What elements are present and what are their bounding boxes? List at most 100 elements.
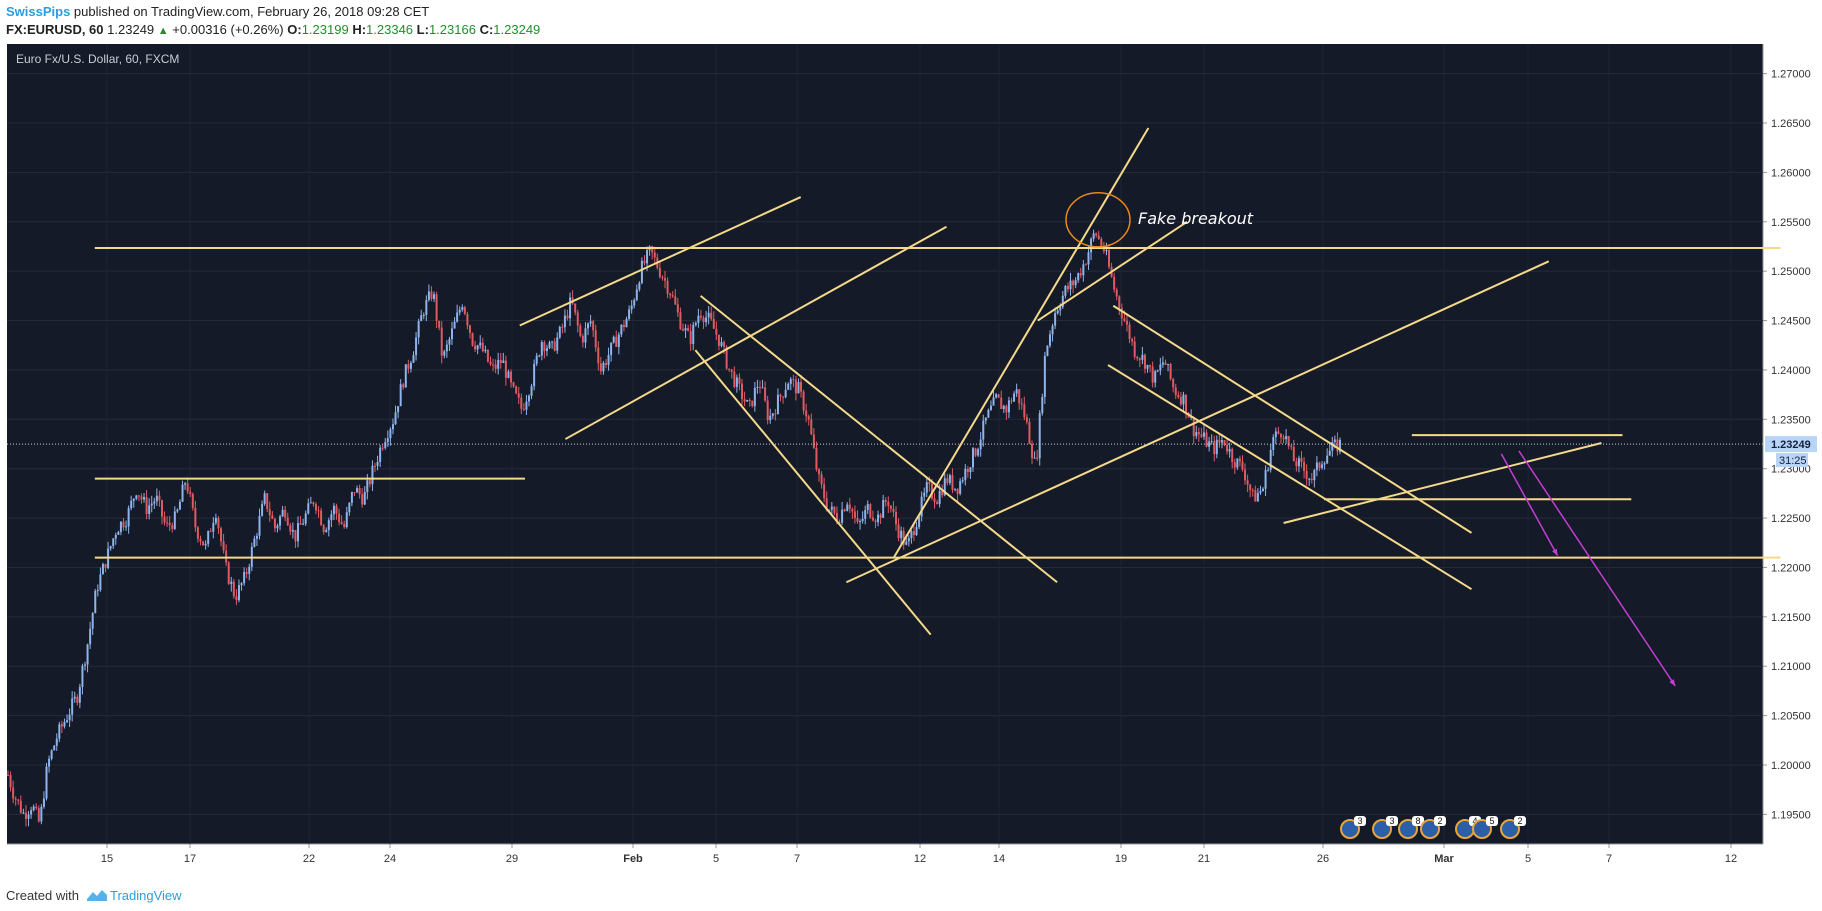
candle-body [789, 379, 792, 384]
trend-line[interactable] [845, 260, 1550, 584]
candle-body [37, 808, 40, 822]
candle-body [273, 518, 276, 529]
candle-body [1331, 442, 1334, 451]
candle-body [563, 315, 566, 328]
event-count-badge [1514, 816, 1526, 826]
trend-line[interactable] [1112, 304, 1473, 534]
trend-line[interactable] [1037, 220, 1188, 322]
trend-line[interactable] [694, 349, 932, 636]
candle-body [948, 475, 951, 483]
x-tick-label: 15 [101, 853, 113, 865]
candle-body [55, 738, 58, 746]
candle-body [887, 502, 890, 506]
candle-body [923, 492, 926, 497]
candle-body [1313, 470, 1316, 481]
candle-body [456, 312, 459, 322]
candle-body [1285, 436, 1288, 440]
candle-body [1254, 490, 1257, 502]
candle-body [715, 328, 718, 335]
candle-body [1274, 431, 1277, 438]
up-triangle-icon: ▲ [157, 25, 169, 37]
event-count-badge [1386, 816, 1398, 826]
candle-body [343, 523, 346, 528]
candle-body [592, 321, 595, 331]
candle-body [830, 506, 833, 510]
candle-body [415, 337, 418, 356]
candle-body [897, 524, 900, 539]
candle-body [1133, 341, 1136, 357]
author-link[interactable]: SwissPips [6, 4, 71, 19]
candle-body [125, 526, 128, 528]
candle-body [838, 522, 841, 524]
breakout-ellipse[interactable] [1065, 192, 1131, 248]
close-label: C: [479, 22, 494, 37]
candle-body [461, 307, 464, 310]
tradingview-link[interactable]: TradingView [110, 888, 182, 903]
candle-body [253, 538, 256, 547]
candle-body [820, 474, 823, 485]
candle-body [802, 391, 805, 411]
candle-body [818, 469, 821, 475]
candle-body [741, 383, 744, 400]
price-chart[interactable]: 1.19500 1.20000 1.20500 1.21000 1.21500 1.220… [0, 44, 1822, 880]
candle-body [1038, 413, 1041, 459]
candle-body [312, 502, 315, 505]
candle-body [556, 337, 559, 351]
candle-body [317, 510, 320, 512]
candle-body [1238, 458, 1241, 462]
trend-line[interactable] [564, 225, 947, 440]
candle-body [566, 315, 569, 319]
candle-body [1249, 484, 1252, 491]
candle-body [12, 787, 15, 799]
trend-line[interactable] [892, 127, 1150, 559]
forecast-arrow[interactable] [1518, 450, 1676, 687]
x-tick-label: 26 [1317, 853, 1329, 865]
candle-body [22, 812, 25, 814]
candle-body [322, 525, 325, 533]
y-tick-label: 1.26500 [1771, 118, 1811, 130]
event-count-label: 4 [1472, 816, 1477, 826]
x-tick-label: 22 [303, 853, 315, 865]
candle-body [1267, 469, 1270, 471]
event-count-label: 3 [1389, 816, 1394, 826]
x-tick-label: 5 [1525, 853, 1531, 865]
candle-body [1000, 397, 1003, 410]
y-tick-label: 1.25500 [1771, 217, 1811, 229]
candle-body [1036, 457, 1039, 459]
candle-body [1010, 400, 1013, 402]
candle-body [384, 441, 387, 448]
candle-body [866, 504, 869, 510]
candle-body [145, 497, 148, 514]
candle-body [1305, 471, 1308, 479]
candle-body [417, 321, 420, 338]
candle-body [1105, 250, 1108, 252]
forecast-arrow[interactable] [1500, 453, 1559, 556]
trend-line[interactable] [1107, 364, 1473, 591]
candle-body [1118, 296, 1121, 309]
candle-body [1208, 441, 1211, 447]
candle-body [1290, 446, 1293, 448]
candle-body [671, 295, 674, 297]
candle-body [397, 406, 400, 413]
candle-body [440, 327, 443, 356]
candle-body [928, 482, 931, 484]
trend-line[interactable] [699, 295, 1058, 584]
candle-body [1192, 416, 1195, 437]
candle-body [1167, 364, 1170, 366]
candle-body [835, 513, 838, 523]
candle-body [1182, 394, 1185, 405]
candle-body [758, 386, 761, 388]
candle-body [620, 324, 623, 335]
candle-body [984, 417, 987, 421]
candle-body [1007, 400, 1010, 413]
candle-body [1264, 470, 1267, 489]
candle-body [1272, 437, 1275, 450]
candle-body [1190, 416, 1193, 418]
candle-body [220, 528, 223, 542]
candle-body [743, 399, 746, 402]
y-tick-label: 1.22500 [1771, 513, 1811, 525]
y-tick-label: 1.25000 [1771, 266, 1811, 278]
trend-line[interactable] [519, 196, 802, 327]
trend-line[interactable] [1283, 442, 1602, 524]
candle-body [476, 345, 479, 350]
